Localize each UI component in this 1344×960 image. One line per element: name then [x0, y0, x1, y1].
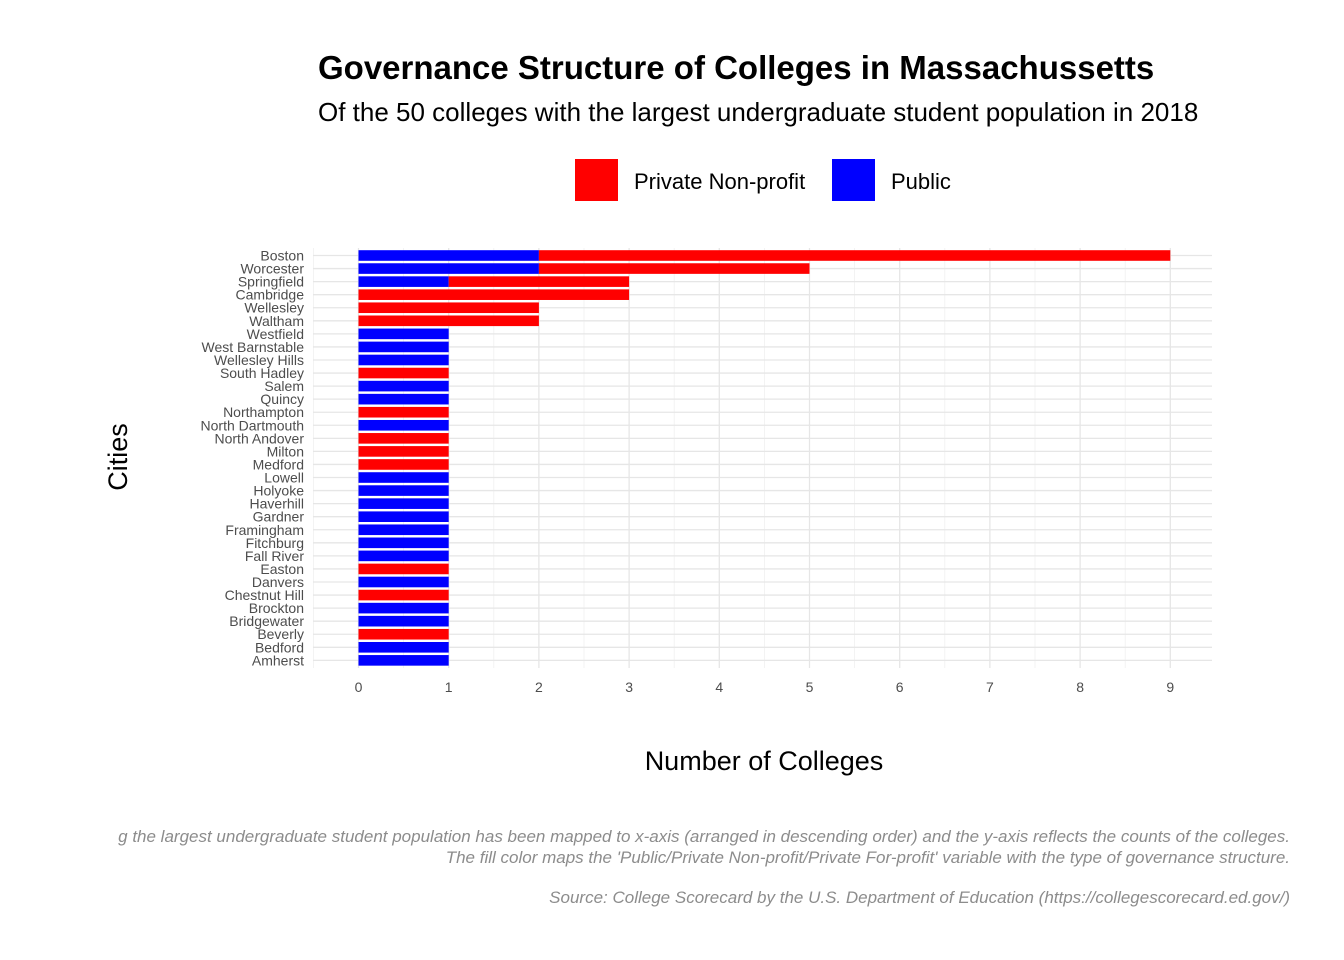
- bar-private-cambridge: [358, 289, 630, 300]
- y-tick-label: Danvers: [252, 574, 304, 590]
- y-tick-label: Bedford: [255, 639, 304, 655]
- legend-swatch-public: [832, 159, 875, 201]
- bar-public-westfield: [358, 328, 449, 340]
- legend: Private Non-profit Public: [575, 159, 951, 201]
- y-tick-label: Medford: [253, 456, 304, 472]
- y-tick-label: Holyoke: [253, 483, 304, 499]
- y-tick-label: Chestnut Hill: [225, 587, 304, 603]
- y-tick-label: Westfield: [247, 326, 304, 342]
- bar-private-milton: [358, 446, 449, 457]
- y-tick-label: Easton: [260, 561, 304, 577]
- x-axis-title: Number of Colleges: [645, 746, 884, 776]
- x-tick-label: 4: [715, 679, 723, 695]
- y-axis-title: Cities: [103, 423, 133, 491]
- bar-public-worcester: [358, 263, 539, 274]
- y-tick-label: Wellesley Hills: [214, 352, 304, 368]
- y-tick-label: Milton: [267, 443, 304, 459]
- bar-public-gardner: [358, 511, 449, 522]
- bar-private-wellesley: [358, 302, 539, 314]
- bar-private-waltham: [358, 315, 539, 327]
- y-tick-label: Worcester: [240, 261, 304, 277]
- bar-private-boston: [538, 250, 1171, 261]
- chart-subtitle: Of the 50 colleges with the largest unde…: [318, 97, 1198, 127]
- x-tick-label: 6: [896, 679, 904, 695]
- bar-public-quincy: [358, 393, 449, 405]
- y-tick-label: Framingham: [225, 522, 304, 538]
- bar-public-holyoke: [358, 485, 449, 496]
- y-tick-label: West Barnstable: [202, 339, 305, 355]
- legend-swatch-private: [575, 159, 618, 201]
- x-tick-label: 3: [625, 679, 633, 695]
- y-tick-label: Bridgewater: [229, 613, 304, 629]
- bar-public-fitchburg: [358, 537, 449, 549]
- bar-private-medford: [358, 459, 449, 470]
- y-tick-label: Boston: [260, 248, 304, 264]
- bar-private-north-andover: [358, 433, 449, 444]
- x-tick-label: 8: [1076, 679, 1084, 695]
- bar-public-boston: [358, 250, 539, 261]
- y-tick-label: Haverhill: [250, 496, 304, 512]
- y-tick-label: Northampton: [223, 404, 304, 420]
- x-tick-label: 0: [355, 679, 363, 695]
- legend-label-public: Public: [891, 169, 951, 194]
- bar-public-lowell: [358, 472, 449, 483]
- y-tick-label: Quincy: [260, 391, 304, 407]
- y-tick-label: Springfield: [238, 274, 304, 290]
- y-tick-label: Amherst: [252, 652, 304, 668]
- bar-public-brockton: [358, 602, 449, 614]
- bar-public-bridgewater: [358, 615, 449, 627]
- y-tick-label: Salem: [264, 378, 304, 394]
- x-tick-label: 2: [535, 679, 543, 695]
- x-tick-label: 9: [1166, 679, 1174, 695]
- caption-source: Source: College Scorecard by the U.S. De…: [549, 888, 1290, 907]
- bar-private-northampton: [358, 406, 449, 418]
- bar-private-easton: [358, 563, 449, 575]
- bar-public-haverhill: [358, 498, 449, 509]
- chart-title: Governance Structure of Colleges in Mass…: [318, 49, 1154, 86]
- y-tick-label: Wellesley: [244, 300, 304, 316]
- x-tick-label: 1: [445, 679, 453, 695]
- bar-public-west-barnstable: [358, 341, 449, 353]
- y-tick-label: Fall River: [245, 548, 304, 564]
- y-tick-label: Cambridge: [236, 287, 305, 303]
- bar-public-framingham: [358, 524, 449, 536]
- bars: [358, 250, 1171, 666]
- bar-public-amherst: [358, 655, 449, 666]
- bar-private-worcester: [538, 263, 810, 274]
- bar-private-chestnut-hill: [358, 589, 449, 601]
- bar-public-bedford: [358, 642, 449, 653]
- x-tick-label: 7: [986, 679, 994, 695]
- bar-public-fall-river: [358, 550, 449, 562]
- bar-public-springfield: [358, 276, 449, 287]
- bar-public-danvers: [358, 576, 449, 588]
- bar-private-springfield: [448, 276, 630, 287]
- bar-public-north-dartmouth: [358, 419, 449, 431]
- y-tick-label: Gardner: [253, 509, 305, 525]
- bar-private-south-hadley: [358, 367, 449, 379]
- legend-label-private: Private Non-profit: [634, 169, 805, 194]
- x-tick-label: 5: [806, 679, 814, 695]
- y-tick-label: North Andover: [215, 430, 305, 446]
- y-tick-labels: BostonWorcesterSpringfieldCambridgeWelle…: [201, 248, 305, 669]
- y-tick-label: Waltham: [249, 313, 304, 329]
- caption-line-2: The fill color maps the 'Public/Private …: [446, 848, 1290, 867]
- y-tick-label: Lowell: [264, 470, 304, 486]
- y-tick-label: Beverly: [257, 626, 304, 642]
- bar-public-wellesley-hills: [358, 354, 449, 366]
- y-tick-label: North Dartmouth: [201, 417, 304, 433]
- y-tick-label: Fitchburg: [246, 535, 304, 551]
- y-tick-label: Brockton: [249, 600, 304, 616]
- caption-line-1: g the largest undergraduate student popu…: [118, 827, 1290, 846]
- x-tick-labels: 0 1 2 3 4 5 6 7 8 9: [355, 679, 1175, 695]
- bar-private-beverly: [358, 628, 449, 640]
- bar-public-salem: [358, 380, 449, 392]
- y-tick-label: South Hadley: [220, 365, 304, 381]
